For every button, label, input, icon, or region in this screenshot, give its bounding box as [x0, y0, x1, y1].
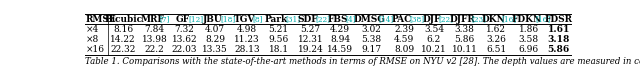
Text: [16]: [16] [536, 15, 550, 23]
Text: ×8: ×8 [86, 35, 99, 44]
Text: 3.26: 3.26 [486, 35, 506, 44]
Text: SDF: SDF [298, 15, 318, 24]
Text: DJF: DJF [422, 15, 441, 24]
Text: [18]: [18] [220, 15, 236, 23]
Text: 18.1: 18.1 [269, 45, 289, 54]
Text: Table 1. Comparisons with the state-of-the-art methods in terms of RMSE on NYU v: Table 1. Comparisons with the state-of-t… [85, 57, 640, 66]
Text: 14.59: 14.59 [327, 45, 353, 54]
Text: 4.29: 4.29 [330, 25, 350, 34]
Text: DKN: DKN [482, 15, 506, 24]
Text: [16]: [16] [501, 15, 516, 23]
Text: 13.62: 13.62 [172, 35, 198, 44]
Text: 3.02: 3.02 [362, 25, 381, 34]
Text: GF: GF [175, 15, 189, 24]
Text: 7.32: 7.32 [175, 25, 195, 34]
Text: 8.29: 8.29 [205, 35, 225, 44]
Text: ×16: ×16 [86, 45, 105, 54]
Text: FDSR: FDSR [545, 15, 573, 24]
Text: 10.11: 10.11 [452, 45, 477, 54]
Text: [7]: [7] [159, 15, 170, 23]
Text: [4]: [4] [345, 15, 356, 23]
Text: DJFR: DJFR [449, 15, 475, 24]
Text: 1.62: 1.62 [486, 25, 506, 34]
Text: 6.2: 6.2 [427, 35, 441, 44]
Text: TGV: TGV [234, 15, 255, 24]
Text: 19.24: 19.24 [298, 45, 323, 54]
Text: 4.07: 4.07 [205, 25, 225, 34]
Text: MRF: MRF [140, 15, 164, 24]
Text: 3.54: 3.54 [424, 25, 444, 34]
Text: [31]: [31] [285, 15, 300, 23]
Text: [14]: [14] [378, 15, 394, 23]
Text: [22]: [22] [316, 15, 330, 23]
Text: 28.13: 28.13 [234, 45, 260, 54]
Text: Park: Park [264, 15, 288, 24]
Text: 8.09: 8.09 [394, 45, 414, 54]
Text: 7.84: 7.84 [145, 25, 164, 34]
Text: [23]: [23] [471, 15, 486, 23]
Text: 5.27: 5.27 [300, 25, 321, 34]
Text: Bicubic: Bicubic [104, 15, 142, 24]
Text: 1.86: 1.86 [519, 25, 539, 34]
Text: [38]: [38] [409, 15, 424, 23]
Text: 22.32: 22.32 [111, 45, 136, 54]
Text: 9.56: 9.56 [269, 35, 289, 44]
Text: 9.17: 9.17 [362, 45, 381, 54]
Text: 13.35: 13.35 [202, 45, 228, 54]
Text: 22.03: 22.03 [172, 45, 197, 54]
Text: ×4: ×4 [86, 25, 99, 34]
Text: 5.38: 5.38 [362, 35, 381, 44]
Text: 1.61: 1.61 [547, 25, 570, 34]
Text: 14.22: 14.22 [111, 35, 136, 44]
Text: 2.39: 2.39 [394, 25, 414, 34]
Text: 8.94: 8.94 [330, 35, 350, 44]
Text: 4.59: 4.59 [394, 35, 414, 44]
Text: 5.21: 5.21 [269, 25, 289, 34]
Text: FBS: FBS [328, 15, 348, 24]
Text: [8]: [8] [252, 15, 262, 23]
Text: 11.23: 11.23 [234, 35, 260, 44]
Text: DMSG: DMSG [353, 15, 385, 24]
Text: 8.16: 8.16 [113, 25, 133, 34]
Text: 3.38: 3.38 [454, 25, 474, 34]
Text: 5.86: 5.86 [454, 35, 475, 44]
Text: 4.98: 4.98 [237, 25, 257, 34]
Text: [12]: [12] [188, 15, 203, 23]
Text: [22]: [22] [439, 15, 454, 23]
Text: 10.21: 10.21 [421, 45, 447, 54]
Text: JBU: JBU [203, 15, 223, 24]
Text: 13.98: 13.98 [142, 35, 168, 44]
Text: FDKN: FDKN [511, 15, 541, 24]
Text: 6.96: 6.96 [519, 45, 539, 54]
Text: 12.31: 12.31 [298, 35, 323, 44]
Text: RMSE: RMSE [86, 15, 117, 24]
Text: 22.2: 22.2 [145, 45, 164, 54]
Text: 3.18: 3.18 [547, 35, 570, 44]
Text: 5.86: 5.86 [547, 45, 570, 54]
Text: 6.51: 6.51 [486, 45, 506, 54]
Text: PAC: PAC [392, 15, 412, 24]
Text: 3.58: 3.58 [519, 35, 539, 44]
